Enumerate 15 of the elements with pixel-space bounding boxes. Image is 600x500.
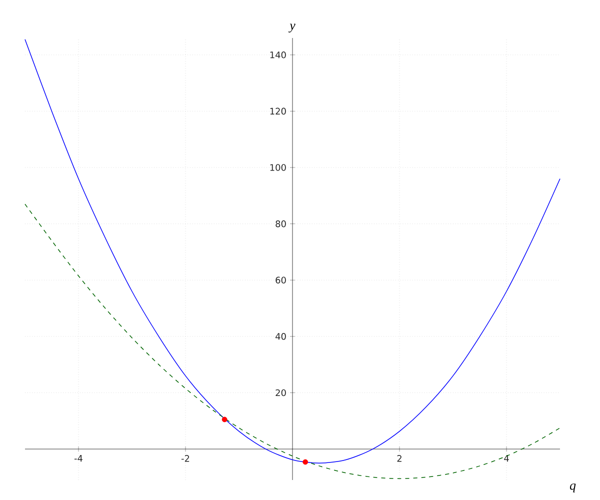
y-tick-label: 20 bbox=[276, 389, 286, 396]
y-axis-title: y bbox=[288, 24, 296, 32]
y-tick-label: 100 bbox=[270, 164, 286, 171]
x-tick-label: 2 bbox=[397, 455, 402, 462]
y-tick-label: 140 bbox=[270, 51, 286, 58]
x-axis-title: q bbox=[570, 484, 576, 492]
line-series bbox=[24, 39, 560, 464]
x-tick-label: 4 bbox=[504, 455, 509, 462]
x-tick-label: -4 bbox=[74, 455, 82, 462]
y-tick-label: 40 bbox=[276, 333, 286, 340]
line-series bbox=[24, 204, 560, 479]
y-tick-label: 120 bbox=[270, 108, 286, 115]
x-tick-label: -2 bbox=[181, 455, 190, 462]
y-tick-label: 80 bbox=[276, 220, 286, 228]
y-tick-label: 60 bbox=[276, 276, 286, 284]
